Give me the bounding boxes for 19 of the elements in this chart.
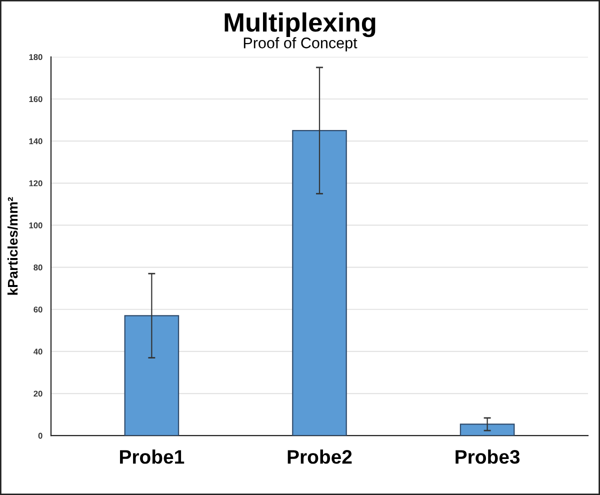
y-tick-label: 0 [38,432,42,439]
chart-subtitle: Proof of Concept [244,37,358,52]
bar [124,315,180,436]
x-tick-label: Probe3 [456,449,520,464]
y-tick-label: 60 [34,306,42,312]
x-tick-label: Probe1 [120,449,184,464]
y-axis-title: kParticles/mm² [7,197,18,295]
y-tick-label: 160 [29,96,42,102]
bar [292,130,347,436]
y-tick-label: 120 [29,180,42,186]
x-tick-label: Probe2 [288,449,352,464]
y-tick-label: 40 [34,348,42,355]
chart-title: Multiplexing [224,12,376,38]
y-tick-label: 140 [29,138,42,144]
bar [460,424,515,436]
y-tick-label: 180 [29,54,42,60]
y-tick-label: 80 [34,264,42,270]
y-tick-label: 100 [29,222,42,228]
y-tick-label: 20 [34,390,42,397]
